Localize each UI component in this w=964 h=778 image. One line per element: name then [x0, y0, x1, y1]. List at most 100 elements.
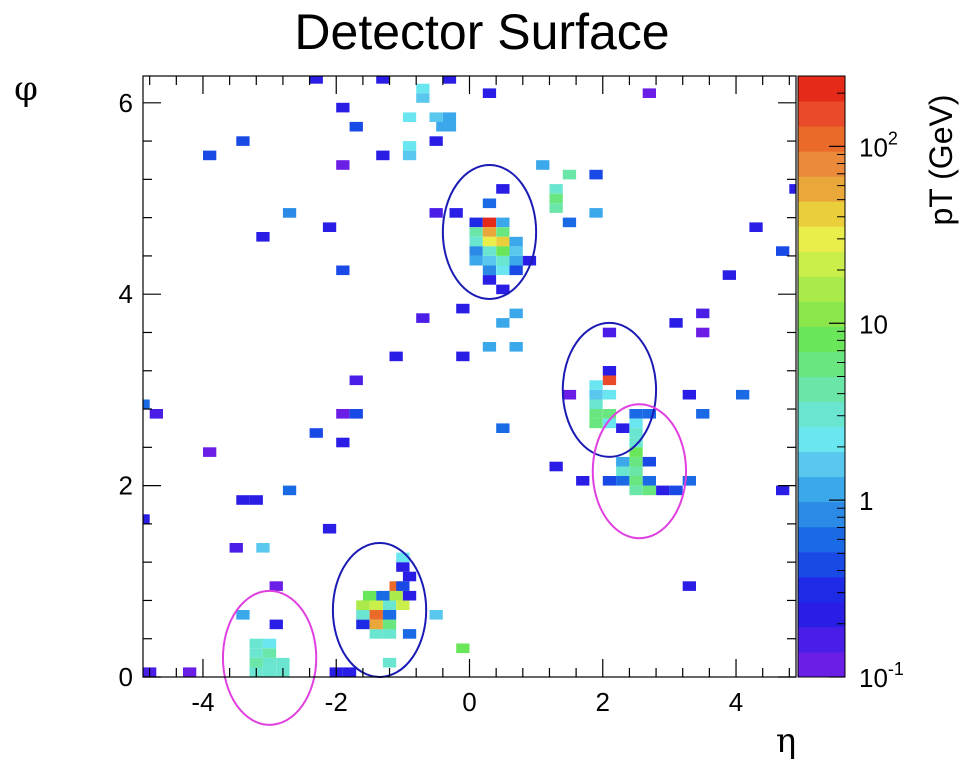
heatmap-cell: [456, 643, 470, 654]
heatmap-cell: [509, 236, 523, 247]
heatmap-cell: [402, 571, 417, 582]
color-scale-band: [798, 176, 845, 202]
heatmap-cell: [203, 447, 217, 457]
heatmap-cell: [496, 255, 510, 266]
heatmap-cell: [282, 208, 297, 218]
heatmap-cell: [696, 409, 710, 419]
heatmap-cell: [396, 600, 410, 610]
heatmap-cell: [682, 581, 696, 591]
heatmap-cell: [496, 423, 510, 433]
heatmap-cell: [629, 409, 643, 419]
heatmap-cell: [249, 495, 263, 505]
color-scale-band: [798, 126, 845, 152]
heatmap-cell: [429, 112, 443, 122]
heatmap-cell: [509, 246, 523, 256]
color-scale-band: [798, 76, 845, 102]
heatmap-cell: [369, 610, 383, 620]
heatmap-cell: [369, 619, 383, 630]
heatmap-cell: [322, 523, 337, 534]
heatmap-cell: [376, 76, 390, 84]
color-scale-band: [798, 351, 845, 377]
heatmap-cell: [429, 208, 443, 218]
heatmap-cell: [442, 76, 457, 84]
color-scale-band: [798, 251, 845, 277]
heatmap-cell: [349, 409, 363, 419]
heatmap-cell: [776, 485, 790, 496]
heatmap-cell: [356, 619, 370, 630]
heatmap-cell: [143, 399, 150, 410]
color-scale-band: [798, 451, 845, 478]
heatmap-cell: [616, 423, 630, 433]
heatmap-cell: [396, 562, 410, 572]
heatmap-cell: [342, 667, 357, 677]
heatmap-cell: [669, 318, 683, 328]
heatmap-cell: [482, 236, 497, 247]
heatmap-cell: [642, 485, 656, 496]
heatmap-cell: [262, 667, 277, 677]
color-scale-band: [798, 551, 845, 578]
heatmap-cell: [249, 648, 263, 658]
heatmap-cell: [456, 351, 470, 362]
heatmap-cell: [469, 227, 483, 237]
heatmap-cell: [469, 246, 483, 256]
heatmap-cell: [402, 629, 417, 639]
heatmap-cell: [589, 418, 603, 429]
heatmap-cell: [589, 399, 603, 410]
heatmap-cell: [482, 217, 497, 228]
heatmap-cell: [562, 169, 577, 180]
heatmap-cell: [143, 514, 150, 524]
y-tick-label: 6: [119, 88, 133, 118]
heatmap-cells: [143, 76, 796, 677]
x-tick-label: 4: [729, 687, 743, 717]
y-axis-title: φ: [14, 69, 38, 109]
heatmap-cell: [549, 461, 563, 472]
heatmap-cell: [642, 476, 656, 486]
heatmap-cell: [416, 93, 430, 103]
heatmap-cell: [382, 600, 397, 610]
heatmap-cell: [656, 485, 670, 496]
heatmap-cell: [602, 375, 617, 386]
heatmap-cell: [509, 308, 523, 319]
heatmap-cell: [642, 88, 656, 98]
heatmap-cell: [376, 590, 390, 601]
z-axis-title: pT (GeV): [923, 95, 959, 226]
cluster-ellipse: [561, 321, 658, 458]
heatmap-cell: [496, 227, 510, 237]
color-scale-band: [798, 101, 845, 127]
heatmap-cell: [589, 169, 603, 180]
z-tick-label: 1: [859, 486, 873, 516]
heatmap-cell: [382, 629, 397, 639]
heatmap-cell: [256, 232, 270, 242]
heatmap-cell: [629, 485, 643, 496]
heatmap-cell: [482, 246, 497, 256]
heatmap-cell: [482, 265, 497, 276]
color-scale-band: [798, 476, 845, 503]
cluster-ellipse: [221, 589, 318, 726]
heatmap-cell: [262, 638, 277, 649]
heatmap-cell: [629, 466, 643, 477]
z-tick-label: 102: [859, 128, 898, 162]
color-scale-band: [798, 376, 845, 403]
heatmap-cell: [522, 255, 537, 266]
plot-frame: [142, 75, 797, 678]
heatmap-cell: [629, 418, 643, 429]
heatmap-cell: [696, 308, 710, 319]
color-scale-band: [798, 501, 845, 528]
heatmap-cell: [496, 217, 510, 228]
heatmap-cell: [349, 121, 363, 132]
heatmap-cell: [269, 619, 283, 630]
heatmap-cell: [602, 476, 617, 486]
x-tick-label: 2: [596, 687, 610, 717]
heatmap-cell: [616, 456, 630, 467]
heatmap-cell: [349, 375, 363, 386]
heatmap-cell: [389, 351, 403, 362]
heatmap-cell: [469, 236, 483, 247]
axes: -4 -2 0 2 4 0 2 4 6: [119, 76, 796, 717]
z-tick-label: 10-1: [859, 659, 904, 693]
heatmap-cell: [416, 313, 430, 323]
heatmap-cell: [496, 246, 510, 256]
color-scale-band: [798, 576, 845, 603]
heatmap-cell: [336, 160, 350, 170]
heatmap-cell: [509, 342, 523, 352]
